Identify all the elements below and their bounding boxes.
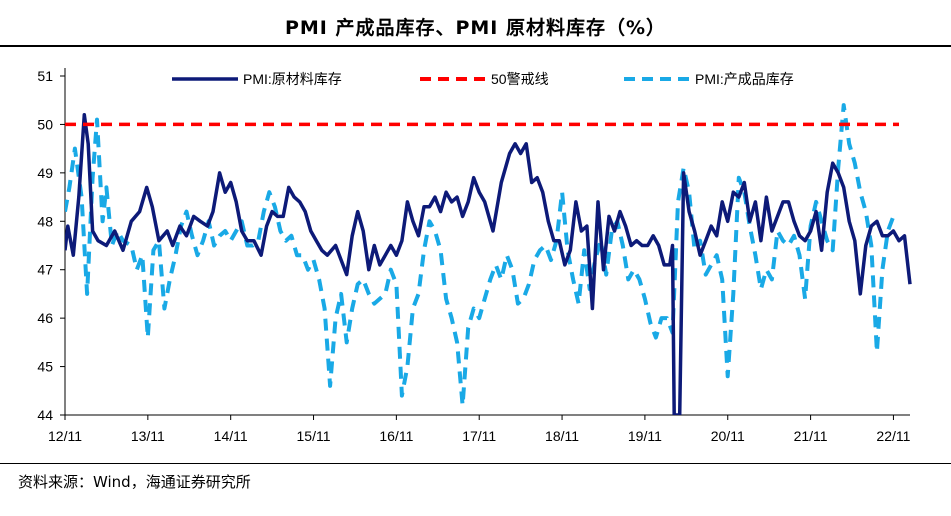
y-tick-label: 48 (37, 213, 53, 229)
chart-legend: PMI:原材料库存 50警戒线 PMI:产成品库存 (172, 71, 794, 87)
x-tick-label: 22/11 (876, 428, 910, 444)
series-layer (65, 103, 912, 415)
x-tick-label: 14/11 (214, 428, 248, 444)
y-tick-label: 44 (37, 407, 53, 423)
chart-title: PMI 产成品库存、PMI 原材料库存（%） (284, 17, 667, 39)
x-tick-label: 20/11 (711, 428, 745, 444)
legend-label: PMI:原材料库存 (243, 71, 342, 87)
legend-label: PMI:产成品库存 (695, 71, 794, 87)
y-tick-label: 50 (37, 116, 53, 132)
x-tick-label: 21/11 (794, 428, 828, 444)
footer-divider (0, 463, 951, 464)
y-tick-label: 49 (37, 165, 53, 181)
y-tick-label: 45 (37, 359, 53, 375)
chart-axes: 44 45 46 47 48 49 50 51 12/11 13/11 14/11 15/11 16/1… (37, 68, 911, 444)
y-tick-label: 46 (37, 310, 53, 326)
legend-label: 50警戒线 (491, 71, 549, 87)
source-note: 资料来源：Wind，海通证券研究所 (18, 473, 251, 491)
line-chart: 44 45 46 47 48 49 50 51 12/11 13/11 14/11 15/11 16/1… (37, 68, 912, 444)
y-tick-label: 47 (37, 262, 53, 278)
x-tick-label: 13/11 (131, 428, 165, 444)
series-line-raw-material-inventory (65, 112, 912, 415)
x-tick-label: 16/11 (379, 428, 413, 444)
x-tick-label: 17/11 (462, 428, 496, 444)
series-line-finished-goods-inventory (65, 103, 896, 408)
title-divider (0, 45, 951, 47)
y-tick-label: 51 (37, 68, 53, 84)
x-tick-label: 19/11 (628, 428, 662, 444)
x-tick-label: 18/11 (545, 428, 579, 444)
x-tick-label: 12/11 (48, 428, 82, 444)
x-tick-label: 15/11 (297, 428, 331, 444)
